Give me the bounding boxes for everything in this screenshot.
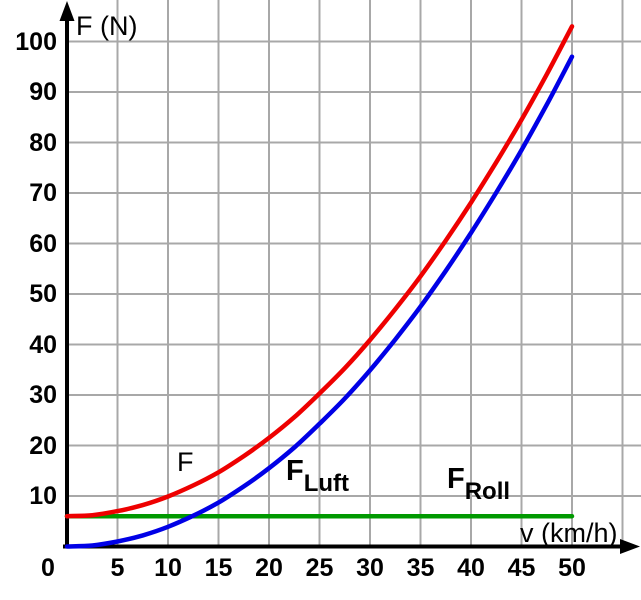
axes: [59, 1, 640, 554]
x-tick-label: 30: [356, 554, 384, 582]
y-tick-label: 10: [29, 482, 57, 510]
x-tick-label: 50: [558, 554, 586, 582]
y-tick-label: 50: [29, 280, 57, 308]
x-axis-arrowhead: [620, 539, 640, 554]
curve-label-F-main: F: [177, 447, 194, 477]
gridlines: [65, 0, 641, 549]
y-tick-label: 60: [29, 229, 57, 258]
curve-label-FLuft: FLuft: [286, 455, 349, 498]
y-axis-arrowhead: [59, 1, 75, 21]
x-tick-label: 45: [507, 554, 536, 582]
y-tick-label: 90: [29, 78, 57, 106]
curve-F_Luft: [64, 54, 575, 549]
curves: [64, 24, 575, 549]
x-axis-title: v (km/h): [520, 518, 618, 548]
x-tick-label: 40: [457, 554, 485, 582]
y-tick-label: 70: [29, 179, 57, 207]
curve-label-FLuft-main: F: [286, 455, 304, 487]
x-tick-label: 35: [406, 554, 435, 582]
y-tick-label: 20: [29, 431, 57, 460]
y-tick-label: 80: [29, 128, 57, 157]
curve-label-FLuft-sub: Luft: [303, 470, 350, 497]
x-tick-label: 0: [41, 554, 55, 582]
x-tick-label: 10: [154, 554, 182, 582]
y-tick-label: 30: [29, 381, 57, 409]
curve-label-F: F: [177, 447, 194, 489]
y-tick-label: 40: [29, 330, 57, 359]
x-tick-label: 5: [110, 554, 125, 582]
y-axis-title: F (N): [76, 11, 138, 41]
curve-label-FRoll-main: F: [447, 463, 465, 495]
x-tick-label: 20: [255, 554, 283, 582]
y-tick-label: 100: [15, 27, 57, 56]
x-tick-label: 15: [204, 554, 233, 582]
curve-F: [64, 24, 575, 519]
curve-label-FRoll: FRoll: [447, 463, 510, 506]
curve-label-FRoll-sub: Roll: [464, 478, 511, 505]
x-tick-label: 25: [305, 554, 334, 582]
